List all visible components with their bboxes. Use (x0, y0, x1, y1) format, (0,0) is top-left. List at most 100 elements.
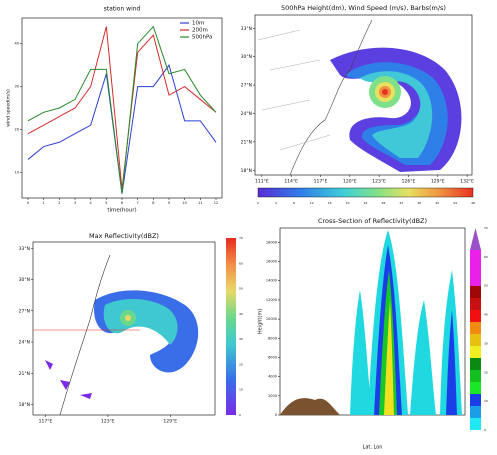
colorbar-tick-label: 70 (239, 236, 243, 240)
colorbar-tick-label: 60 (484, 255, 488, 259)
y-axis-label: Height(m) (258, 309, 264, 334)
chart-title: 500hPa Height(dm), Wind Speed (m/s), Bar… (281, 4, 446, 12)
y-tick-label: 16000 (266, 260, 277, 264)
colorbar-tick-label: 0 (257, 201, 259, 205)
colorbar-tick-label: 0 (239, 413, 241, 417)
legend-label: 200m (192, 28, 208, 34)
map-3-field (32, 241, 216, 416)
x-tick-label: 12 (214, 201, 218, 205)
colorbar-tick-label: 44 (453, 201, 457, 205)
x-tick-label: 126°E (402, 179, 416, 185)
colorbar-tick-label: 50 (239, 287, 243, 291)
y-tick-label: 30 (15, 85, 19, 89)
colorbar-tick-label: 4 (275, 201, 277, 205)
x-tick-label: 3 (74, 201, 76, 205)
colorbar-2 (257, 187, 474, 198)
colorbar-tick-label: 40 (435, 201, 439, 205)
colorbar-tick-label: 20 (484, 370, 488, 374)
legend-label: 500hPa (192, 35, 212, 41)
x-tick-label: 129°E (431, 179, 445, 185)
colorbar-tick-label: 50 (484, 284, 488, 288)
x-tick-label: 1 (43, 201, 45, 205)
y-tick-label: 30°N (241, 54, 252, 60)
x-axis-label: Lat, Lon (363, 445, 383, 451)
y-tick-label: 0 (275, 413, 277, 417)
series-line (27, 26, 217, 190)
x-tick-label: 0 (27, 201, 29, 205)
x-tick-label: 132°E (460, 179, 474, 185)
x-tick-label: 129°E (163, 419, 177, 425)
colorbar-tick-label: 12 (310, 201, 314, 205)
y-tick-label: 18°N (19, 402, 30, 408)
colorbar-tick-label: 20 (239, 362, 243, 366)
colorbar-tick-label: 48 (471, 201, 475, 205)
y-tick-label: 27°N (241, 83, 252, 89)
colorbar-tick-label: 40 (239, 312, 243, 316)
legend-label: 10m (192, 21, 204, 27)
colorbar-tick-label: 20 (346, 201, 350, 205)
colorbar-tick-label: 10 (484, 399, 488, 403)
x-tick-label: 5 (105, 201, 107, 205)
y-tick-label: 24°N (19, 340, 30, 346)
x-tick-label: 6 (121, 201, 123, 205)
y-tick-label: 21°N (241, 139, 252, 145)
colorbar-tick-label: 36 (417, 201, 421, 205)
colorbar-4 (470, 228, 481, 430)
plot-frame (21, 17, 223, 199)
x-tick-label: 117°E (39, 419, 53, 425)
y-tick-label: 40 (15, 42, 19, 46)
colorbar-tick-label: 0 (484, 428, 486, 432)
colorbar-tick-label: 28 (382, 201, 386, 205)
y-tick-label: 4000 (268, 375, 277, 379)
y-tick-label: 8000 (268, 336, 277, 340)
colorbar-tick-label: 24 (364, 201, 368, 205)
colorbar-tick-label: 16 (328, 201, 332, 205)
x-tick-label: 2 (58, 201, 60, 205)
colorbar-tick-label: 10 (239, 388, 243, 392)
y-tick-label: 12000 (266, 298, 277, 302)
x-tick-label: 120°E (343, 179, 357, 185)
y-tick-label: 21°N (19, 371, 30, 377)
y-tick-label: 18000 (266, 240, 277, 244)
colorbar-tick-label: 40 (484, 313, 488, 317)
y-tick-label: 2000 (268, 394, 277, 398)
series-line (27, 64, 217, 194)
chart-title: station wind (104, 6, 141, 13)
colorbar-3 (226, 238, 236, 415)
map-2-field (254, 14, 473, 176)
colorbar-tick-label: 30 (484, 341, 488, 345)
x-tick-label: 123°E (101, 419, 115, 425)
chart-title: Max Reflectivity(dBZ) (89, 232, 159, 240)
colorbar-tick-label: 32 (399, 201, 403, 205)
y-tick-label: 30°N (19, 277, 30, 283)
x-axis-label: time(hour) (107, 208, 136, 214)
colorbar-tick-label: 30 (239, 337, 243, 341)
x-tick-label: 7 (137, 201, 139, 205)
x-tick-label: 117°E (314, 179, 328, 185)
chart-title: Cross-Section of Reflectivity(dBZ) (318, 217, 427, 225)
x-tick-label: 10 (182, 201, 186, 205)
x-tick-label: 11 (198, 201, 202, 205)
y-tick-label: 27°N (19, 308, 30, 314)
x-tick-label: 9 (168, 201, 170, 205)
y-tick-label: 33°N (241, 26, 252, 32)
y-tick-label: 18°N (241, 168, 252, 174)
x-tick-label: 111°E (255, 179, 269, 185)
series-line (27, 25, 217, 194)
cross-section-field (279, 227, 466, 416)
y-tick-label: 33°N (19, 246, 30, 252)
x-tick-label: 123°E (372, 179, 386, 185)
x-tick-label: 8 (152, 201, 154, 205)
x-tick-label: 4 (90, 201, 93, 205)
x-tick-label: 114°E (284, 179, 298, 185)
colorbar-tick-label: 70 (484, 226, 488, 230)
colorbar-tick-label: 8 (293, 201, 295, 205)
y-tick-label: 6000 (268, 355, 277, 359)
y-tick-label: 10 (15, 170, 19, 174)
y-axis-label: wind speed(m/s) (6, 89, 12, 127)
y-tick-label: 10000 (266, 317, 277, 321)
y-tick-label: 14000 (266, 279, 277, 283)
y-tick-label: 24°N (241, 111, 252, 117)
colorbar-tick-label: 60 (239, 261, 243, 265)
